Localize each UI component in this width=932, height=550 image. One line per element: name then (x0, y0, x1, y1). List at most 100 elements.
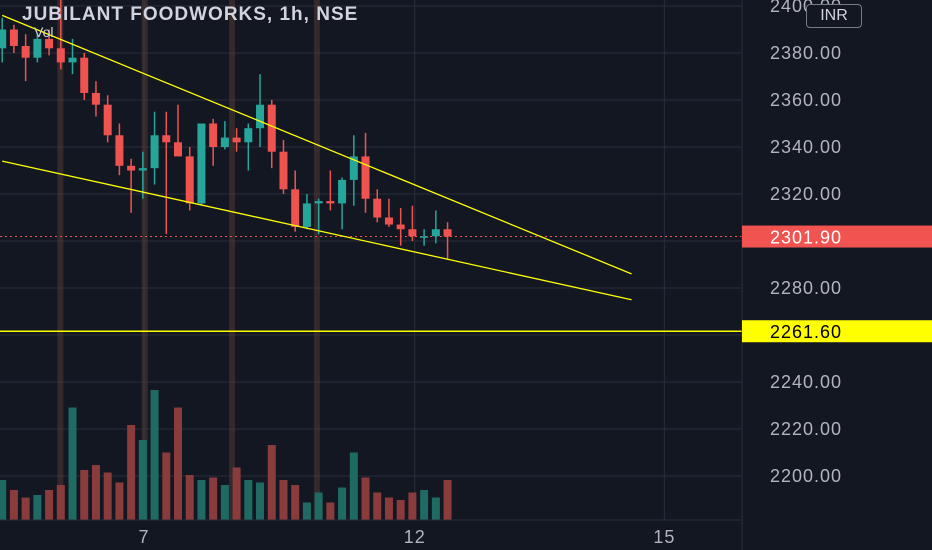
candle (338, 177, 347, 230)
candle-body (185, 156, 194, 204)
candle-body (91, 92, 100, 105)
candle (384, 198, 393, 227)
candle (256, 74, 265, 147)
candle (326, 170, 335, 211)
candle (91, 81, 100, 117)
candle (21, 34, 30, 82)
candle (185, 147, 194, 211)
candle-body (349, 156, 358, 180)
last-price-badge (742, 225, 932, 248)
candle-body (396, 224, 405, 230)
candle-body (314, 201, 323, 204)
candle-body (127, 165, 136, 171)
price-tick-label: 2240.00 (770, 372, 842, 392)
candle (80, 53, 89, 100)
price-tick-label: 2320.00 (770, 184, 842, 204)
price-tick-label: 2220.00 (770, 419, 842, 439)
volume-bar (127, 425, 136, 520)
candle-body (361, 156, 370, 199)
price-tick-label: 2340.00 (770, 137, 842, 157)
volume-bar (232, 467, 241, 520)
candle-body (373, 198, 382, 218)
volume-bar (220, 485, 229, 520)
price-tick-label: 2200.00 (770, 466, 842, 486)
session-break-marker (141, 0, 148, 520)
candle-body (443, 229, 452, 237)
candle (45, 29, 54, 56)
volume-bar (256, 482, 265, 520)
candle-body (197, 123, 206, 204)
currency-button[interactable]: INR (806, 4, 862, 28)
volume-bar (68, 407, 77, 520)
volume-bar (384, 497, 393, 520)
price-tick-label: 2280.00 (770, 278, 842, 298)
candle (138, 151, 147, 199)
candle-body (267, 104, 276, 152)
candle-body (408, 229, 417, 237)
candle (9, 24, 18, 53)
candle (420, 229, 429, 246)
volume-bar (91, 465, 100, 520)
candle-body (420, 236, 429, 238)
candle (127, 158, 136, 213)
level-price-label: 2261.60 (770, 322, 842, 342)
time-tick-label: 15 (653, 527, 675, 547)
candle (209, 118, 218, 166)
candle (279, 139, 288, 194)
volume-bar (197, 480, 206, 520)
candle (314, 198, 323, 234)
candle (232, 128, 241, 152)
candle-body (279, 151, 288, 190)
volume-bar (185, 475, 194, 520)
volume-bar (302, 502, 311, 520)
candle (244, 123, 253, 171)
candle-body (244, 128, 253, 143)
candle-body (431, 229, 440, 237)
candle-body (291, 189, 300, 227)
candle-body (150, 135, 159, 169)
volume-bar (431, 497, 440, 520)
candle-body (174, 142, 182, 157)
candle-body (209, 123, 218, 147)
volume-bar (314, 492, 323, 520)
candle (291, 170, 300, 232)
symbol-title: JUBILANT FOODWORKS, 1h, NSE (22, 4, 359, 25)
candle-body (103, 104, 112, 136)
candle (197, 123, 206, 206)
volume-bar (279, 480, 288, 520)
candle-body (0, 29, 7, 49)
candle-body (9, 29, 18, 46)
candle (361, 132, 370, 213)
volume-bar (103, 472, 112, 520)
candle-body (21, 45, 30, 58)
candle (162, 111, 171, 234)
volume-bar (21, 497, 30, 520)
candle-body (384, 217, 393, 225)
price-tick-label: 2380.00 (770, 43, 842, 63)
volume-bar (443, 480, 452, 520)
candle-body (326, 201, 335, 204)
volume-bar (244, 480, 253, 520)
volume-bar (267, 445, 276, 520)
candle-body (232, 137, 241, 143)
volume-bar (361, 477, 370, 520)
volume-bar (373, 492, 382, 520)
volume-bar (396, 500, 405, 520)
candle-body (162, 135, 171, 143)
session-break-marker (313, 0, 320, 520)
candle-body (256, 104, 265, 129)
candle (174, 104, 182, 157)
level-price-badge (742, 320, 932, 343)
candle (220, 121, 229, 150)
volume-bar (291, 485, 300, 520)
volume-bar (80, 470, 89, 520)
volume-bar (0, 480, 7, 520)
candle (443, 222, 452, 260)
volume-bar (138, 440, 147, 520)
candle (115, 123, 124, 176)
candle (150, 111, 159, 185)
candle (56, 0, 65, 70)
time-tick-label: 12 (404, 527, 426, 547)
volume-bar (150, 390, 159, 520)
